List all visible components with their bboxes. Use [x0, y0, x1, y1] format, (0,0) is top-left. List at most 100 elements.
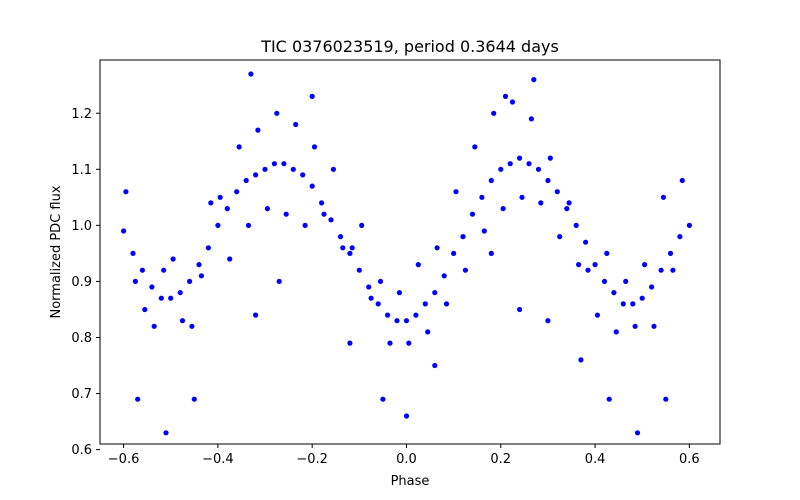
y-tick-label: 0.8	[71, 331, 92, 346]
data-point	[604, 250, 610, 256]
data-point	[576, 262, 582, 268]
data-point	[163, 430, 169, 436]
data-point	[434, 245, 440, 251]
data-point	[130, 250, 136, 256]
data-point	[300, 172, 306, 178]
data-point	[630, 301, 636, 307]
y-tick-label: 0.6	[71, 443, 92, 458]
data-point	[462, 267, 468, 273]
data-point	[262, 166, 268, 172]
data-point	[526, 161, 532, 167]
data-point	[667, 250, 674, 256]
data-point	[592, 262, 598, 268]
data-point	[441, 273, 447, 279]
data-point	[606, 396, 612, 402]
data-point	[396, 290, 402, 296]
data-point	[443, 301, 450, 307]
data-point	[649, 284, 655, 290]
data-point	[415, 262, 421, 268]
data-point	[663, 396, 669, 402]
data-point	[632, 323, 638, 329]
data-point	[123, 189, 129, 195]
x-axis: −0.6 −0.4 −0.2 0.0 0.2 0.4 0.6	[108, 444, 700, 467]
data-point	[613, 329, 619, 335]
data-point	[224, 206, 230, 212]
data-point	[196, 262, 202, 268]
data-point	[651, 323, 657, 329]
data-point	[274, 110, 280, 116]
y-axis-label: Normalized PDC flux	[49, 185, 64, 318]
data-point	[264, 206, 270, 212]
chart-title: TIC 0376023519, period 0.3644 days	[260, 37, 559, 56]
data-point	[356, 267, 362, 273]
data-point	[290, 166, 296, 172]
x-tick-label: −0.6	[108, 452, 140, 467]
data-point	[528, 116, 535, 122]
data-point	[535, 166, 542, 172]
data-point	[158, 295, 164, 301]
data-point	[359, 222, 365, 228]
data-point	[564, 206, 570, 212]
data-point	[573, 222, 579, 228]
data-point	[623, 278, 629, 284]
data-point	[161, 267, 167, 273]
data-point	[488, 177, 494, 184]
data-points	[121, 71, 693, 436]
data-point	[337, 234, 344, 240]
data-point	[545, 318, 551, 324]
data-point	[611, 290, 617, 296]
data-point	[491, 110, 497, 116]
data-point	[557, 234, 563, 240]
data-point	[507, 161, 513, 167]
data-point	[191, 396, 197, 402]
data-point	[170, 256, 176, 262]
data-point	[142, 306, 148, 313]
data-point	[215, 222, 221, 228]
data-point	[189, 323, 195, 329]
data-point	[347, 340, 353, 346]
y-tick-label: 1.2	[71, 107, 92, 122]
data-point	[517, 306, 523, 313]
x-tick-label: −0.2	[296, 452, 328, 467]
data-point	[205, 245, 211, 251]
data-point	[255, 127, 261, 133]
data-point	[121, 228, 127, 234]
x-tick-label: 0.4	[585, 452, 606, 467]
data-point	[248, 71, 254, 77]
data-point	[179, 318, 186, 324]
data-point	[554, 189, 560, 195]
data-point	[413, 312, 419, 318]
data-point	[594, 312, 601, 318]
data-point	[236, 144, 242, 150]
data-point	[500, 206, 506, 212]
data-point	[481, 228, 487, 234]
data-point	[583, 239, 589, 245]
data-point	[658, 267, 664, 273]
data-point	[377, 278, 384, 284]
data-point	[578, 357, 584, 363]
data-point	[234, 189, 240, 195]
data-point	[187, 278, 193, 284]
data-point	[660, 194, 667, 200]
data-point	[547, 155, 553, 161]
data-point	[488, 250, 494, 256]
data-point	[453, 189, 459, 195]
data-point	[271, 161, 277, 167]
data-point	[253, 172, 259, 178]
data-point	[531, 77, 537, 83]
y-tick-label: 0.7	[71, 387, 92, 402]
data-point	[545, 177, 551, 184]
data-point	[469, 211, 476, 217]
data-point	[293, 121, 299, 128]
data-point	[460, 234, 466, 240]
data-point	[601, 278, 608, 284]
data-point	[276, 278, 282, 284]
data-point	[472, 144, 478, 150]
data-point	[502, 93, 509, 99]
data-point	[432, 362, 438, 369]
data-point	[403, 318, 410, 324]
data-point	[566, 200, 572, 206]
data-point	[519, 194, 525, 200]
data-point	[498, 166, 504, 172]
